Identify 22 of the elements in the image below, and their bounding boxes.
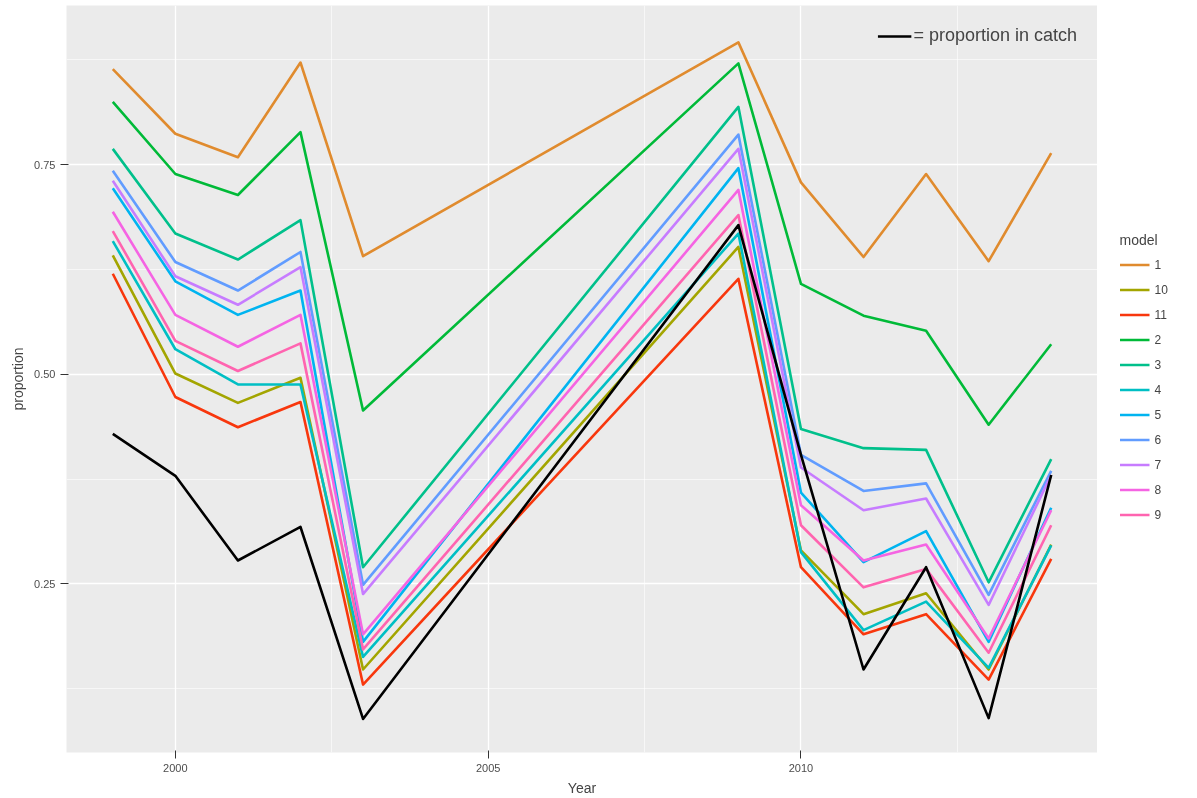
line-series	[111, 62, 1053, 426]
y-tick-label: 0.75	[34, 158, 56, 171]
legend-title: model	[1119, 231, 1159, 247]
legend-label: 9	[1154, 506, 1163, 523]
x-tick-label: 2000	[163, 761, 188, 774]
annotation: = proportion in catch	[913, 25, 1077, 46]
legend-label: 2	[1154, 331, 1163, 348]
x-tick-label: 2005	[475, 761, 501, 774]
legend-label: 5	[1154, 406, 1163, 423]
legend-label: 6	[1154, 431, 1163, 448]
x-tick-label: 2010	[788, 761, 814, 774]
legend-label: 7	[1154, 456, 1163, 473]
x-axis-title: Year	[567, 779, 597, 796]
legend-label: 8	[1154, 481, 1163, 498]
legend-label: 1	[1154, 256, 1163, 273]
y-tick-label: 0.50	[34, 368, 56, 381]
y-tick-label: 0.25	[34, 577, 56, 590]
legend-label: 10	[1154, 281, 1169, 298]
legend-label: 11	[1154, 306, 1168, 323]
legend-label: 3	[1154, 356, 1163, 373]
legend-label: 4	[1154, 381, 1163, 398]
y-axis-title: proportion	[10, 347, 27, 411]
